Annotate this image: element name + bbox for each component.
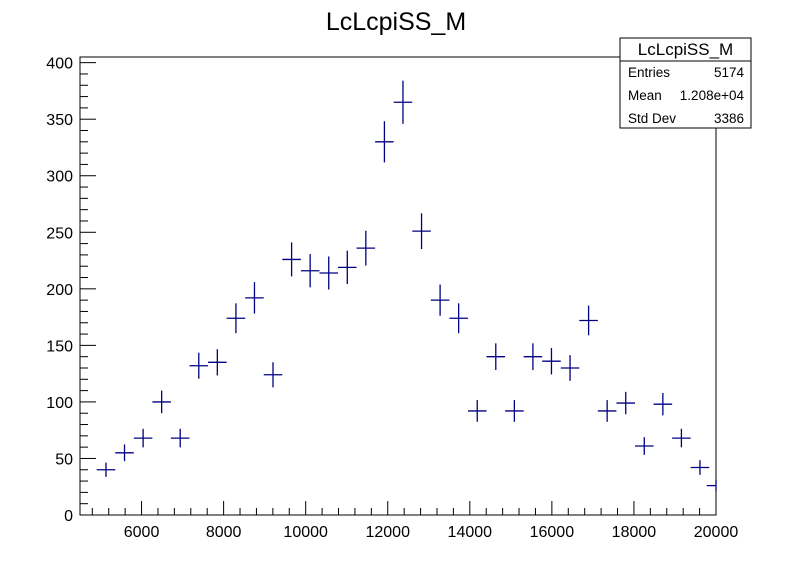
data-point <box>115 444 134 462</box>
data-point <box>449 303 468 334</box>
data-point <box>616 391 636 415</box>
stats-entries-label: Entries <box>628 65 670 80</box>
data-point <box>542 347 561 375</box>
y-tick-label: 200 <box>46 282 73 299</box>
data-point <box>282 242 301 277</box>
data-point <box>356 230 376 266</box>
stats-box-frame <box>619 37 752 129</box>
y-tick-label: 350 <box>46 112 73 129</box>
y-tick-label: 100 <box>46 395 73 412</box>
data-point <box>152 390 171 414</box>
x-tick-label: 12000 <box>365 524 410 541</box>
data-point <box>653 392 673 416</box>
stats-box-title: LcLcpiSS_M <box>638 40 733 59</box>
plot-frame <box>79 56 717 516</box>
chart-title: LcLcpiSS_M <box>326 8 466 36</box>
data-markers <box>96 80 717 492</box>
data-point <box>486 343 506 371</box>
data-point <box>560 355 580 381</box>
data-point <box>208 349 227 376</box>
y-tick-label: 150 <box>46 338 73 355</box>
data-point <box>263 362 283 388</box>
data-point <box>319 256 339 290</box>
data-point <box>170 428 190 448</box>
y-tick-label: 50 <box>55 451 73 468</box>
y-tick-label: 250 <box>46 225 73 242</box>
x-tick-label: 10000 <box>283 524 328 541</box>
data-point <box>597 400 617 422</box>
stats-stddev-value: 3386 <box>714 111 744 126</box>
data-point <box>393 80 413 124</box>
stats-entries-value: 5174 <box>714 65 745 80</box>
data-point <box>338 250 357 285</box>
y-tick-label: 0 <box>64 508 73 525</box>
data-point <box>672 428 691 448</box>
data-point <box>96 462 116 477</box>
data-point <box>706 479 717 492</box>
x-tick-label: 18000 <box>612 524 657 541</box>
x-axis: 6000 8000 10000 12000 14000 16000 18000 20000 <box>91 501 739 541</box>
data-point <box>467 400 487 422</box>
y-tick-label: 300 <box>46 169 73 186</box>
data-point <box>690 460 710 475</box>
data-point <box>300 254 320 288</box>
data-point <box>523 343 543 371</box>
x-tick-label: 16000 <box>530 524 575 541</box>
data-point <box>133 428 153 448</box>
data-point <box>226 303 246 334</box>
data-point <box>375 121 394 163</box>
stats-box: LcLcpiSS_M Entries 5174 Mean 1.208e+04 S… <box>619 37 752 129</box>
x-tick-label: 14000 <box>448 524 493 541</box>
y-tick-label: 400 <box>46 56 73 73</box>
data-point <box>189 352 209 379</box>
data-point <box>245 282 264 314</box>
y-axis: 0 50 100 150 200 250 300 350 400 <box>46 56 96 525</box>
stats-mean-value: 1.208e+04 <box>680 88 745 103</box>
x-tick-label: 8000 <box>206 524 242 541</box>
data-point <box>579 305 598 336</box>
x-tick-label: 6000 <box>124 524 160 541</box>
data-point <box>635 437 654 455</box>
data-point <box>430 284 450 316</box>
stats-stddev-label: Std Dev <box>628 111 676 126</box>
data-point <box>505 400 524 422</box>
x-tick-label: 20000 <box>694 524 739 541</box>
stats-mean-label: Mean <box>628 88 662 103</box>
data-point <box>412 213 431 250</box>
